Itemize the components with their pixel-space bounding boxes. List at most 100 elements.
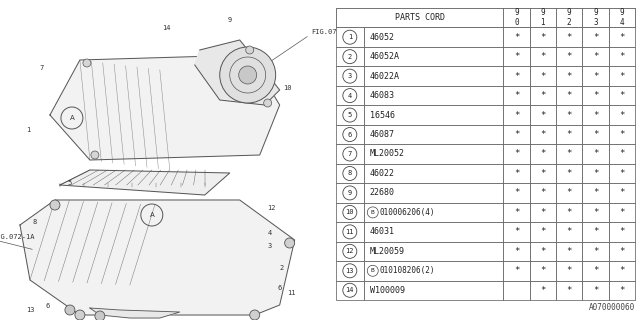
Bar (336, 125, 364, 144)
Bar (556, 242, 582, 261)
Bar (582, 242, 609, 261)
Circle shape (285, 238, 294, 248)
Text: 14: 14 (346, 287, 354, 293)
Bar (504, 125, 530, 144)
Text: *: * (540, 149, 545, 158)
Bar (336, 242, 364, 261)
Bar (609, 222, 635, 242)
Text: 16546: 16546 (370, 111, 395, 120)
Text: *: * (593, 247, 598, 256)
Bar (364, 47, 504, 67)
Bar (530, 66, 556, 86)
Bar (336, 144, 364, 164)
Text: *: * (619, 266, 625, 275)
Text: 22680: 22680 (370, 188, 395, 197)
Text: 010006206(4): 010006206(4) (380, 208, 435, 217)
Text: *: * (514, 149, 519, 158)
Bar (530, 222, 556, 242)
Bar (582, 222, 609, 242)
Text: A: A (150, 212, 154, 218)
Bar (504, 281, 530, 300)
Text: *: * (566, 286, 572, 295)
Text: *: * (514, 111, 519, 120)
Text: *: * (514, 91, 519, 100)
Bar (364, 125, 504, 144)
Text: *: * (514, 169, 519, 178)
Text: *: * (514, 33, 519, 42)
Bar (336, 8, 504, 28)
Bar (336, 222, 364, 242)
Text: *: * (593, 228, 598, 236)
Bar (504, 164, 530, 183)
Text: *: * (566, 149, 572, 158)
Text: ML20052: ML20052 (370, 149, 404, 158)
Bar (336, 183, 364, 203)
Text: 4: 4 (348, 92, 352, 99)
Bar (582, 105, 609, 125)
Text: *: * (566, 33, 572, 42)
Text: *: * (593, 149, 598, 158)
Circle shape (246, 46, 253, 54)
Text: 13: 13 (346, 268, 354, 274)
Text: *: * (619, 72, 625, 81)
Text: 5: 5 (68, 180, 72, 186)
Bar (364, 105, 504, 125)
Text: *: * (619, 130, 625, 139)
Text: *: * (540, 130, 545, 139)
Circle shape (75, 310, 85, 320)
Text: 11: 11 (346, 229, 354, 235)
Text: *: * (593, 72, 598, 81)
Bar (582, 8, 609, 28)
Text: *: * (540, 266, 545, 275)
Bar (530, 28, 556, 47)
Bar (504, 144, 530, 164)
Bar (530, 105, 556, 125)
Text: *: * (593, 52, 598, 61)
Text: B: B (371, 268, 374, 273)
Polygon shape (50, 55, 280, 160)
Text: *: * (566, 52, 572, 61)
Bar (504, 203, 530, 222)
Bar (556, 164, 582, 183)
Bar (364, 222, 504, 242)
Bar (336, 8, 635, 28)
Bar (530, 183, 556, 203)
Text: 4: 4 (268, 230, 272, 236)
Text: *: * (619, 149, 625, 158)
Bar (556, 66, 582, 86)
Bar (504, 86, 530, 105)
Bar (336, 28, 364, 47)
Text: *: * (514, 208, 519, 217)
Text: *: * (619, 111, 625, 120)
Text: *: * (619, 188, 625, 197)
Text: *: * (540, 91, 545, 100)
Text: A: A (70, 115, 74, 121)
Bar (364, 164, 504, 183)
Bar (336, 66, 364, 86)
Bar (556, 47, 582, 67)
Text: *: * (566, 247, 572, 256)
Bar (582, 125, 609, 144)
Bar (609, 86, 635, 105)
Bar (582, 261, 609, 281)
Text: *: * (540, 188, 545, 197)
Bar (609, 105, 635, 125)
Text: 1: 1 (26, 127, 30, 133)
Bar (582, 203, 609, 222)
Text: *: * (593, 266, 598, 275)
Bar (556, 261, 582, 281)
Bar (364, 203, 504, 222)
Bar (336, 164, 364, 183)
Text: 3: 3 (348, 73, 352, 79)
Text: B: B (371, 210, 374, 215)
Text: *: * (619, 33, 625, 42)
Text: *: * (619, 208, 625, 217)
Bar (364, 183, 504, 203)
Text: *: * (514, 266, 519, 275)
Text: *: * (540, 228, 545, 236)
Text: FIG.072-1A: FIG.072-1A (0, 234, 35, 240)
Text: 6: 6 (348, 132, 352, 138)
Bar (530, 281, 556, 300)
Text: A070000060: A070000060 (589, 303, 635, 312)
Text: 9
3: 9 3 (593, 8, 598, 28)
